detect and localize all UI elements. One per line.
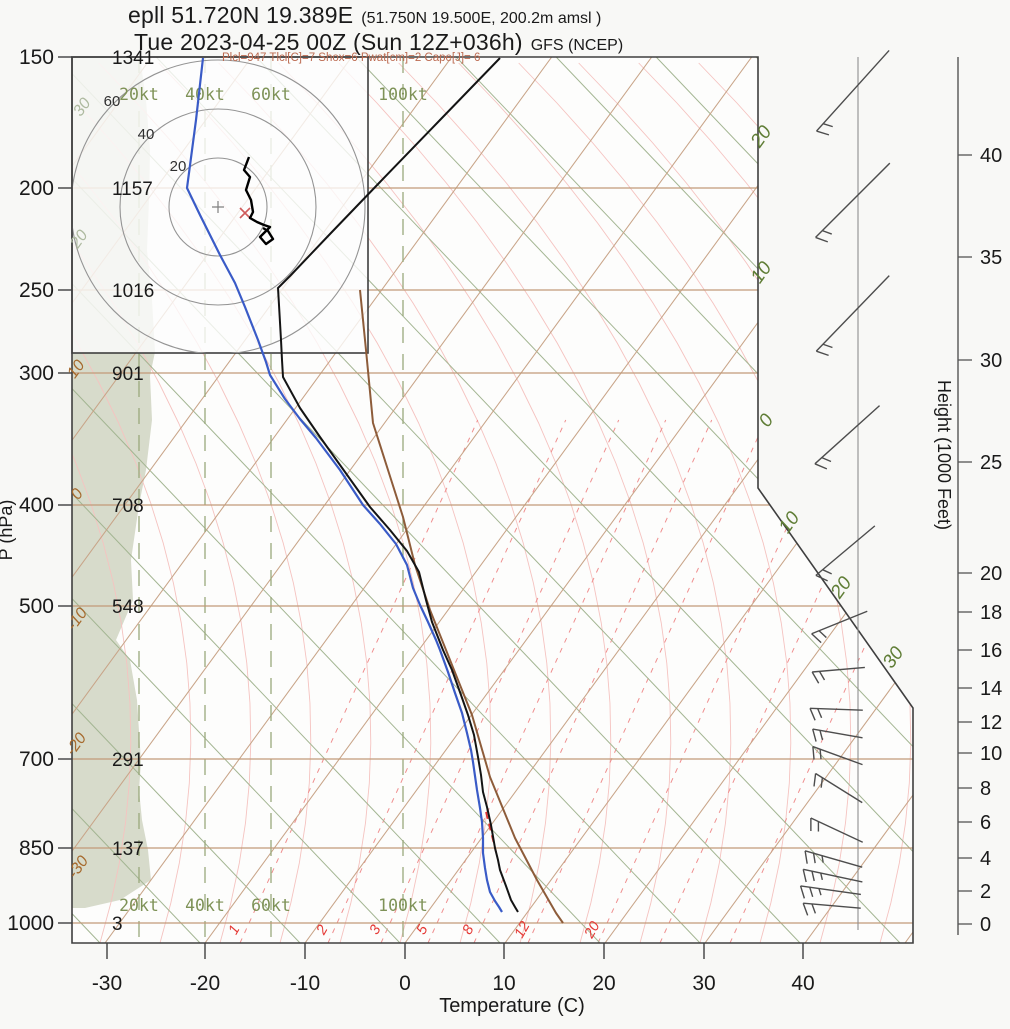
kt-scale-label: 60kt: [251, 896, 291, 915]
dewpoint-curve: [185, 57, 503, 913]
parcel-ascent-curve: [359, 289, 564, 924]
temperature-tick-label: 40: [791, 972, 814, 995]
pressure-tick-label: 1000: [7, 912, 54, 935]
kt-scale-label: 100kt: [378, 85, 428, 104]
station-detail: (51.750N 19.500E, 200.2m amsl ): [361, 10, 602, 27]
height-tick-label: 10: [980, 743, 1002, 765]
height-axis-title: Height (1000 Feet): [934, 380, 954, 530]
wind-barb: [810, 817, 864, 843]
wind-barb: [815, 525, 876, 582]
temperature-tick-label: 0: [399, 972, 411, 995]
wind-barb: [815, 162, 891, 243]
hodograph-trace: [242, 156, 275, 246]
pressure-tick-label: 150: [19, 46, 54, 69]
pressure-tick-label: 200: [19, 177, 54, 200]
geopotential-height-label: 1157: [112, 179, 153, 200]
kt-scale-label: 60kt: [251, 85, 291, 104]
wind-barb: [813, 772, 863, 804]
height-tick-label: 18: [980, 602, 1002, 624]
mixing-ratio-label: 12: [512, 919, 534, 941]
geopotential-height-label: 708: [112, 496, 144, 517]
wind-barb: [812, 745, 863, 766]
wind-speed-scale-labels: 20kt 20kt 40kt 40kt 60kt 60kt 100kt 100kt: [119, 85, 428, 915]
pressure-tick-label: 300: [19, 362, 54, 385]
geopotential-height-label: 137: [112, 839, 144, 860]
temperature-tick-label: 30: [692, 972, 715, 995]
storm-motion-marker: [239, 207, 251, 219]
temperature-curve: [277, 57, 519, 913]
wind-barb: [809, 707, 863, 721]
hodograph-ring-label: 40: [138, 126, 155, 143]
mixing-ratio-lines: [239, 419, 913, 943]
height-tick-label: 40: [980, 145, 1002, 167]
pressure-axis-title: P (hPa): [0, 500, 16, 561]
pressure-tick-label: 500: [19, 595, 54, 618]
hodograph-inset: 20 40 60: [71, 56, 369, 354]
kt-scale-label: 40kt: [185, 896, 225, 915]
height-tick-label: 20: [980, 563, 1002, 585]
height-tick-label: 16: [980, 640, 1002, 662]
wind-barb: [815, 275, 890, 357]
wind-barb: [811, 610, 868, 644]
temperature-tick-label: -10: [290, 972, 320, 995]
kt-scale-label: 20kt: [119, 896, 159, 915]
hodograph-origin-marker: [212, 201, 224, 213]
height-tick-label: 8: [980, 778, 991, 800]
mixing-ratio-label: 20: [581, 919, 603, 942]
height-tick-label: 6: [980, 812, 991, 834]
chart-title: epll 51.720N 19.389E (51.750N 19.500E, 20…: [128, 2, 623, 64]
pressure-tick-label: 700: [19, 748, 54, 771]
wind-barb: [802, 902, 861, 916]
kt-scale-label: 40kt: [185, 85, 225, 104]
hodograph-frame: [71, 56, 369, 354]
model-name: GFS (NCEP): [530, 37, 624, 54]
wind-barb: [814, 405, 881, 470]
geopotential-height-label: 548: [112, 597, 144, 618]
geopotential-height-label: 1016: [112, 281, 154, 302]
wind-barb: [804, 850, 863, 868]
geopotential-height-label: 1341: [112, 48, 154, 69]
height-tick-label: 14: [980, 678, 1002, 700]
wind-barbs: [799, 49, 891, 930]
kt-scale-label: 100kt: [378, 896, 428, 915]
height-tick-label: 30: [980, 350, 1002, 372]
station-id: epll 51.720N 19.389E: [128, 2, 354, 28]
temperature-tick-label: -30: [92, 972, 122, 995]
geopotential-height-label: 901: [112, 364, 144, 385]
temperature-tick-label: 10: [492, 972, 515, 995]
pressure-tick-label: 400: [19, 494, 54, 517]
height-tick-label: 25: [980, 452, 1002, 474]
hodograph-rings: [72, 59, 366, 353]
wind-barb: [802, 868, 863, 883]
height-tick-label: 12: [980, 712, 1002, 734]
geopotential-height-label: 3: [112, 914, 123, 935]
lcl-parcel-segment: [485, 811, 497, 853]
parcel-indices-line: Plcl=947 Tlcl[C]=7 Shox=6 Pwat[cm]=2 Cap…: [222, 52, 481, 64]
geopotential-height-label: 291: [112, 750, 144, 771]
temperature-tick-label: 20: [592, 972, 615, 995]
height-tick-label: 35: [980, 247, 1002, 269]
plot-frame: [71, 56, 914, 944]
temperature-axis-title: Temperature (C): [439, 995, 585, 1017]
pressure-tick-label: 250: [19, 279, 54, 302]
height-tick-label: 4: [980, 848, 991, 870]
wind-barb: [811, 666, 865, 684]
height-tick-label: 0: [980, 914, 991, 936]
height-tick-label: 2: [980, 881, 991, 903]
wind-barb: [815, 49, 890, 136]
station-title-line: epll 51.720N 19.389E (51.750N 19.500E, 20…: [128, 2, 623, 29]
hodograph-ring-label: 60: [104, 93, 121, 110]
time-title-line: Tue 2023-04-25 00Z (Sun 12Z+036h) GFS (NC…: [134, 29, 623, 56]
temperature-tick-label: -20: [190, 972, 220, 995]
wind-barb: [799, 885, 861, 899]
valid-time: Tue 2023-04-25 00Z (Sun 12Z+036h): [134, 29, 523, 55]
hodograph-ring-label: 20: [170, 158, 187, 175]
pressure-tick-label: 850: [19, 837, 54, 860]
wind-barb: [812, 728, 863, 742]
kt-scale-label: 20kt: [119, 85, 159, 104]
